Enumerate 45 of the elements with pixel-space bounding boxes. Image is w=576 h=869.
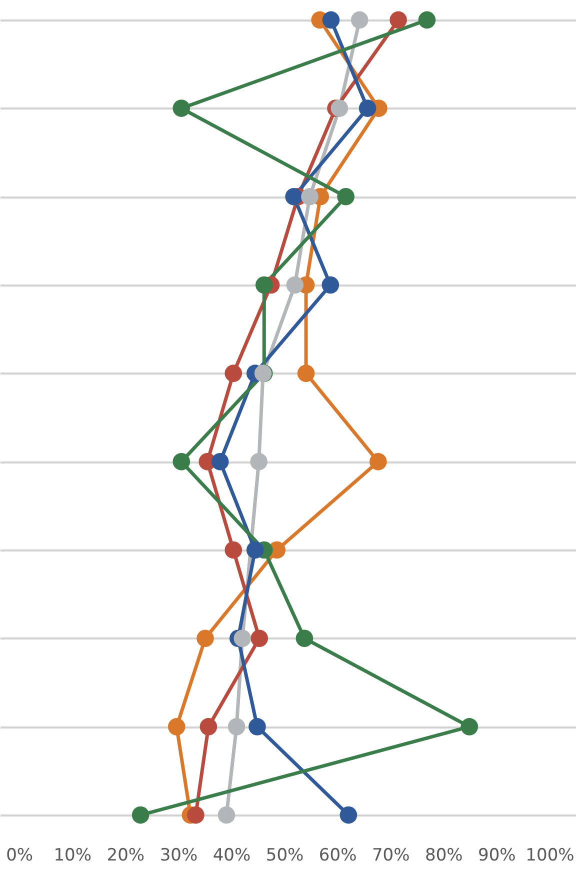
point bbox=[224, 541, 242, 559]
point bbox=[340, 806, 358, 824]
point bbox=[322, 11, 340, 29]
point bbox=[330, 100, 348, 117]
x-tick-label: 50% bbox=[266, 846, 304, 866]
x-tick-label: 80% bbox=[425, 846, 463, 866]
point bbox=[218, 806, 236, 824]
point bbox=[246, 541, 264, 559]
point bbox=[301, 188, 318, 206]
point bbox=[172, 100, 190, 117]
point bbox=[285, 188, 302, 206]
point bbox=[132, 806, 150, 824]
x-tick-label: 10% bbox=[54, 846, 92, 866]
x-tick-label: 30% bbox=[160, 846, 198, 866]
point bbox=[168, 718, 186, 736]
point bbox=[228, 718, 246, 736]
x-tick-label: 20% bbox=[106, 846, 145, 866]
point bbox=[460, 718, 478, 736]
x-tick-label: 0% bbox=[6, 846, 34, 866]
point bbox=[172, 453, 190, 470]
point bbox=[390, 11, 407, 29]
point bbox=[358, 100, 376, 117]
point bbox=[187, 806, 204, 824]
point bbox=[250, 630, 268, 647]
x-tick-label: 60% bbox=[318, 846, 357, 866]
x-tick-label: 40% bbox=[212, 846, 251, 866]
point bbox=[322, 276, 340, 294]
point bbox=[248, 718, 266, 736]
point bbox=[297, 364, 315, 382]
point bbox=[250, 453, 268, 470]
x-tick-label: 100% bbox=[526, 846, 574, 866]
x-tick-label: 90% bbox=[478, 846, 516, 866]
x-tick-label: 70% bbox=[372, 846, 410, 866]
point bbox=[337, 188, 354, 206]
point bbox=[255, 276, 273, 294]
point bbox=[418, 11, 436, 29]
point bbox=[350, 11, 368, 29]
point bbox=[196, 630, 214, 647]
point bbox=[286, 276, 304, 294]
point bbox=[234, 630, 252, 647]
point bbox=[296, 630, 314, 647]
point bbox=[370, 453, 387, 470]
point bbox=[211, 453, 229, 470]
point bbox=[224, 364, 242, 382]
point bbox=[200, 718, 218, 736]
